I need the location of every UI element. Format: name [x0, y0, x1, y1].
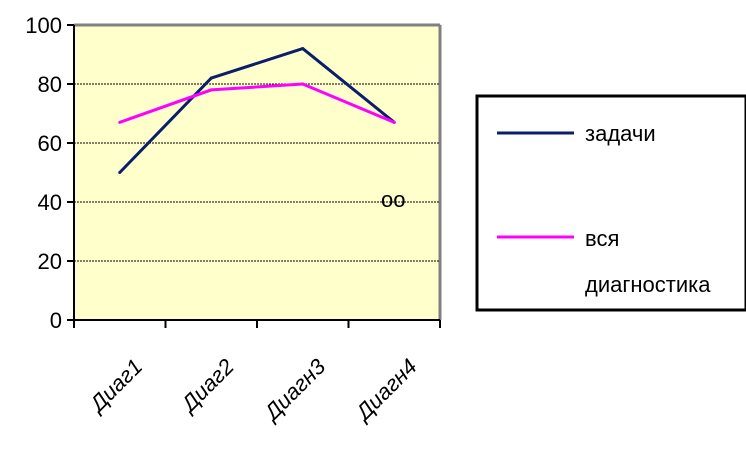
y-tick-label-0: 0: [50, 308, 62, 333]
series-layer: [118, 46, 396, 174]
y-tick-label-40: 40: [38, 190, 62, 215]
legend-label-series-2-line-1: вся: [585, 226, 619, 251]
y-tick-label-100: 100: [25, 13, 62, 38]
annotation-label: оо: [381, 187, 405, 212]
series-2-point-3: [301, 82, 305, 86]
grid-layer: [74, 83, 440, 262]
y-tick-label-20: 20: [38, 249, 62, 274]
series-1-line: [118, 46, 396, 174]
y-tick-label-60: 60: [38, 131, 62, 156]
legend-label-series-2-line-2: диагностика: [585, 272, 711, 297]
x-tick-label-4: Диагн4: [349, 354, 422, 427]
x-tick-label-2: Диаг2: [174, 354, 238, 418]
series-2-point-2: [209, 88, 213, 92]
y-tick-label-80: 80: [38, 72, 62, 97]
plot-area: [73, 24, 441, 321]
series-1-point-3: [301, 47, 305, 51]
series-1-point-2: [209, 76, 213, 80]
legend-label-series-1: задачи: [585, 121, 656, 146]
series-2-point-1: [118, 120, 122, 124]
x-tick-label-1: Диаг1: [83, 354, 147, 418]
series-2-point-4: [392, 120, 396, 124]
series-1-point-1: [118, 171, 122, 174]
legend: задачи вся диагностика: [475, 94, 746, 312]
x-tick-label-3: Диагн3: [257, 353, 330, 426]
series-2-line: [119, 82, 395, 124]
